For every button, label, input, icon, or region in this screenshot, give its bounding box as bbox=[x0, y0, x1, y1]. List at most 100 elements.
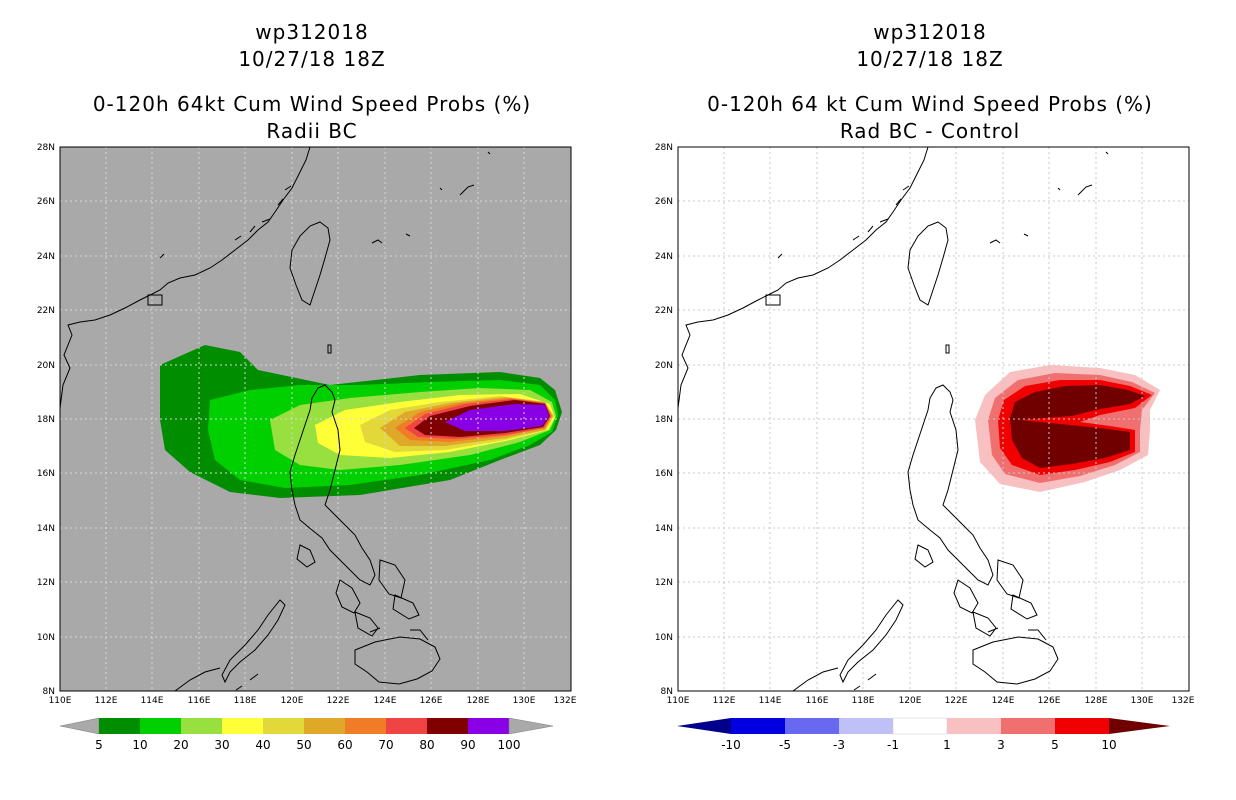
panel1-title-date: 10/27/18 18Z bbox=[238, 47, 386, 71]
colorbar-right-arrow bbox=[508, 717, 554, 735]
lat-label: 24N bbox=[655, 252, 673, 262]
lon-label: 116E bbox=[188, 696, 211, 706]
colorbar-label: 5 bbox=[95, 738, 103, 752]
colorbar-label: -1 bbox=[887, 738, 899, 752]
lon-label: 120E bbox=[899, 696, 922, 706]
lon-label: 122E bbox=[327, 696, 350, 706]
lat-label: 20N bbox=[37, 361, 55, 371]
panel1-gridlines bbox=[60, 147, 571, 691]
lat-label: 14N bbox=[655, 524, 673, 534]
colorbar-swatch bbox=[1055, 718, 1109, 734]
lon-label: 110E bbox=[667, 696, 690, 706]
colorbar-left-arrow bbox=[677, 718, 731, 734]
colorbar-swatch bbox=[304, 718, 345, 734]
colorbar-label: 70 bbox=[378, 738, 393, 752]
panel1-title-product: 0-120h 64kt Cum Wind Speed Probs (%) bbox=[92, 92, 532, 116]
lon-label: 130E bbox=[1131, 696, 1154, 706]
panel1-map bbox=[59, 146, 572, 692]
colorbar-swatch bbox=[731, 718, 785, 734]
lon-label: 112E bbox=[95, 696, 118, 706]
colorbar-label: -3 bbox=[833, 738, 845, 752]
lon-label: 132E bbox=[1172, 696, 1195, 706]
lat-label: 12N bbox=[37, 578, 55, 588]
panel1-title-run: Radii BC bbox=[266, 119, 358, 143]
colorbar-label: 1 bbox=[943, 738, 951, 752]
colorbar-label: 20 bbox=[173, 738, 188, 752]
colorbar-right-arrow bbox=[1109, 718, 1170, 734]
colorbar-swatch bbox=[468, 718, 509, 734]
colorbar-left-arrow bbox=[59, 717, 100, 735]
lat-label: 16N bbox=[37, 469, 55, 479]
colorbar-label: 100 bbox=[498, 738, 521, 752]
lon-label: 124E bbox=[992, 696, 1015, 706]
lat-label: 18N bbox=[655, 415, 673, 425]
lat-label: 28N bbox=[37, 143, 55, 153]
panel2-map-frame bbox=[677, 146, 1190, 692]
lat-label: 10N bbox=[37, 633, 55, 643]
colorbar-swatch bbox=[785, 718, 839, 734]
colorbar-label: 3 bbox=[997, 738, 1005, 752]
lon-label: 116E bbox=[806, 696, 829, 706]
colorbar-swatch bbox=[345, 718, 386, 734]
colorbar-label: 80 bbox=[419, 738, 434, 752]
lon-label: 114E bbox=[759, 696, 782, 706]
colorbar-swatch bbox=[386, 718, 427, 734]
panel2-title-run: Rad BC - Control bbox=[839, 119, 1021, 143]
colorbar-swatch bbox=[947, 718, 1001, 734]
panel1-lat-labels: 28N 26N 24N 22N 20N 18N 16N 14N 12N 10N … bbox=[37, 143, 55, 697]
lon-label: 120E bbox=[281, 696, 304, 706]
lat-label: 8N bbox=[43, 687, 55, 697]
colorbar-label: -5 bbox=[779, 738, 791, 752]
lat-label: 20N bbox=[655, 361, 673, 371]
colorbar-label: 90 bbox=[460, 738, 475, 752]
colorbar-swatch bbox=[427, 718, 468, 734]
colorbar-swatch bbox=[140, 718, 181, 734]
panel2-title-product: 0-120h 64 kt Cum Wind Speed Probs (%) bbox=[707, 92, 1153, 116]
colorbar-swatch bbox=[839, 718, 893, 734]
colorbar-swatch bbox=[263, 718, 304, 734]
colorbar-label: 40 bbox=[255, 738, 270, 752]
lon-label: 126E bbox=[1038, 696, 1061, 706]
lon-label: 124E bbox=[374, 696, 397, 706]
lat-label: 28N bbox=[655, 143, 673, 153]
colorbar-swatch bbox=[222, 718, 263, 734]
lat-label: 22N bbox=[655, 306, 673, 316]
panel2-colorbar: -10 -5 -3 -1 1 3 5 10 bbox=[677, 717, 1170, 752]
lon-label: 114E bbox=[141, 696, 164, 706]
lat-label: 22N bbox=[37, 306, 55, 316]
panel1-title-storm: wp312018 bbox=[255, 20, 369, 44]
colorbar-swatch bbox=[181, 718, 222, 734]
lat-label: 26N bbox=[37, 197, 55, 207]
colorbar-label: 10 bbox=[132, 738, 147, 752]
colorbar-swatch bbox=[1001, 718, 1055, 734]
colorbar-swatch bbox=[99, 718, 140, 734]
lon-label: 128E bbox=[1085, 696, 1108, 706]
panel2-lon-labels: 110E 112E 114E 116E 118E 120E 122E 124E … bbox=[667, 696, 1195, 706]
lat-label: 8N bbox=[661, 687, 673, 697]
colorbar-label: 50 bbox=[296, 738, 311, 752]
panel2-difference-contours bbox=[975, 365, 1160, 492]
panel2-map bbox=[677, 146, 1190, 692]
lat-label: 12N bbox=[655, 578, 673, 588]
colorbar-label: 60 bbox=[337, 738, 352, 752]
panel2-gridlines bbox=[678, 147, 1189, 691]
lon-label: 122E bbox=[945, 696, 968, 706]
lon-label: 132E bbox=[554, 696, 577, 706]
lon-label: 126E bbox=[420, 696, 443, 706]
contour-above-10 bbox=[1010, 385, 1145, 468]
lat-label: 18N bbox=[37, 415, 55, 425]
lon-label: 118E bbox=[852, 696, 875, 706]
colorbar-label: 5 bbox=[1051, 738, 1059, 752]
lat-label: 24N bbox=[37, 252, 55, 262]
contour-90 bbox=[445, 404, 549, 431]
lat-label: 14N bbox=[37, 524, 55, 534]
panel2-lat-labels: 28N 26N 24N 22N 20N 18N 16N 14N 12N 10N … bbox=[655, 143, 673, 697]
colorbar-swatch bbox=[892, 717, 948, 735]
lon-label: 130E bbox=[513, 696, 536, 706]
lon-label: 110E bbox=[49, 696, 72, 706]
lat-label: 10N bbox=[655, 633, 673, 643]
lat-label: 16N bbox=[655, 469, 673, 479]
panel1-lon-labels: 110E 112E 114E 116E 118E 120E 122E 124E … bbox=[49, 696, 577, 706]
lon-label: 128E bbox=[467, 696, 490, 706]
